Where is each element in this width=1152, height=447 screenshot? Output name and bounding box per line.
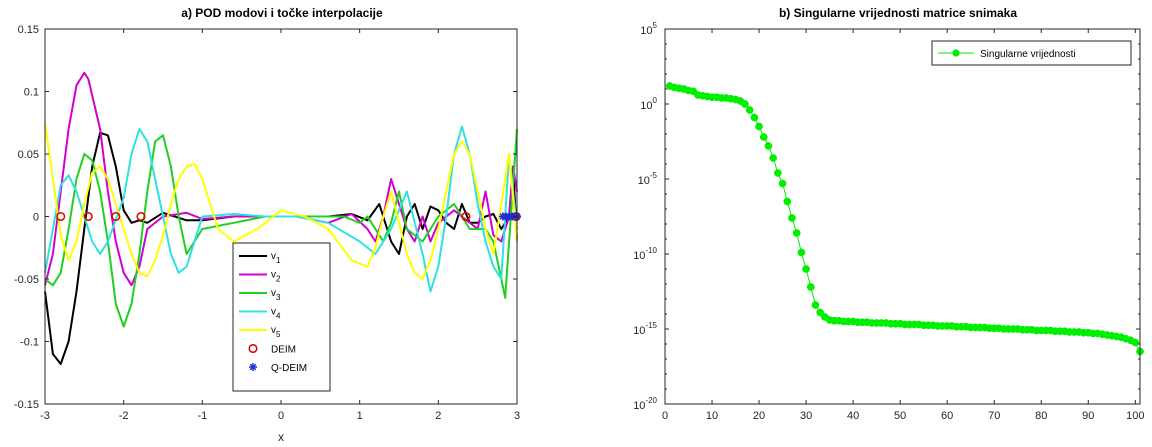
chart-b-series — [665, 82, 1144, 356]
singular-value-point — [764, 142, 773, 150]
chart-a-xlabel: x — [278, 430, 284, 444]
singular-value-point — [745, 106, 754, 114]
legend-deim-marker — [248, 343, 258, 354]
singular-value-point — [759, 133, 768, 141]
legend-label: Singularne vrijednosti — [980, 49, 1076, 60]
series-v5-line — [44, 122, 518, 280]
deim-point — [56, 211, 66, 222]
x-tick-label: -1 — [197, 410, 207, 422]
panel-a: a) POD modovi i točke interpolacije -3 -2… — [14, 6, 521, 444]
singular-value-point — [755, 122, 763, 131]
y-tick-label: 0.1 — [24, 87, 39, 99]
legend-label-q-deim: Q-DEIM — [271, 363, 307, 374]
chart-b-ticks: 0 10 20 30 40 50 60 70 80 90 100 10-20 10-15 10-10 10-… — [633, 21, 1144, 422]
y-tick-label: -0.1 — [20, 337, 39, 349]
x-tick-label: 0 — [662, 410, 668, 422]
x-tick-label: 100 — [1126, 410, 1144, 422]
x-tick-label: 70 — [988, 410, 1000, 422]
singular-value-point — [1131, 338, 1140, 347]
y-tick-label: 0 — [33, 212, 39, 224]
x-tick-label: -2 — [119, 410, 129, 422]
singular-value-point — [797, 248, 806, 257]
x-tick-label: 2 — [435, 410, 441, 422]
singular-value-point — [778, 179, 787, 188]
chart-b-title: b) Singularne vrijednosti matrice snimak… — [779, 6, 1017, 20]
chart-a-legend: v1 v2 v3 v4 v5 DEIM Q-DEIM — [232, 242, 331, 392]
deim-point — [136, 211, 146, 222]
deim-point — [83, 211, 93, 222]
legend-label-v1: v1 — [271, 251, 281, 265]
singular-value-point — [774, 169, 782, 177]
legend-label-v2: v2 — [271, 270, 281, 284]
legend-label-v4: v4 — [271, 307, 281, 321]
y-tick-label: 105 — [640, 21, 657, 37]
chart-b-legend: Singularne vrijednosti — [931, 40, 1132, 66]
y-tick-label: 10-5 — [638, 171, 658, 187]
chart-a-title: a) POD modovi i točke interpolacije — [181, 6, 383, 20]
y-tick-label: -0.05 — [14, 274, 39, 286]
deim-point — [461, 211, 471, 222]
singular-value-point — [788, 214, 796, 222]
x-tick-label: 10 — [706, 410, 718, 422]
x-tick-label: 0 — [278, 410, 284, 422]
legend-qdeim-marker — [249, 363, 257, 371]
singular-value-point — [806, 283, 815, 291]
x-tick-label: 30 — [800, 410, 812, 422]
singular-value-point — [783, 197, 792, 206]
x-tick-label: -3 — [40, 410, 50, 422]
legend-label-deim: DEIM — [271, 345, 296, 356]
x-tick-label: 40 — [847, 410, 859, 422]
x-tick-label: 1 — [357, 410, 363, 422]
y-tick-label: 10-10 — [633, 246, 657, 262]
panel-b: b) Singularne vrijednosti matrice snimak… — [633, 6, 1144, 422]
singular-value-point — [816, 308, 825, 317]
singular-value-point — [802, 265, 810, 273]
singular-value-point — [811, 301, 820, 309]
x-tick-label: 60 — [941, 410, 953, 422]
legend-label-v5: v5 — [271, 325, 281, 339]
singular-value-point — [750, 113, 759, 122]
legend-marker — [952, 49, 960, 57]
x-tick-label: 50 — [894, 410, 906, 422]
y-tick-label: 10-15 — [633, 321, 657, 337]
x-tick-label: 90 — [1082, 410, 1094, 422]
singular-value-point — [792, 229, 801, 237]
singular-value-point — [769, 154, 778, 162]
legend-label-v3: v3 — [271, 288, 281, 302]
deim-point — [111, 211, 121, 222]
chart-a-ticks: -3 -2 -1 0 1 2 3 -0.15 -0.1 -0.05 0 0.05 0.1 0.15 — [14, 24, 520, 422]
x-tick-label: 20 — [753, 410, 765, 422]
y-tick-label: -0.15 — [14, 399, 39, 411]
y-tick-label: 10-20 — [633, 396, 657, 412]
y-tick-label: 100 — [640, 96, 657, 112]
chart-b-frame — [664, 28, 1141, 405]
singular-value-point — [741, 100, 749, 108]
x-tick-label: 3 — [514, 410, 520, 422]
chart-a-series — [44, 71, 518, 365]
chart-b-plot-area — [665, 29, 1140, 404]
y-tick-label: 0.05 — [18, 149, 39, 161]
x-tick-label: 80 — [1035, 410, 1047, 422]
y-tick-label: 0.15 — [18, 24, 39, 36]
series-v4-line — [44, 125, 518, 293]
